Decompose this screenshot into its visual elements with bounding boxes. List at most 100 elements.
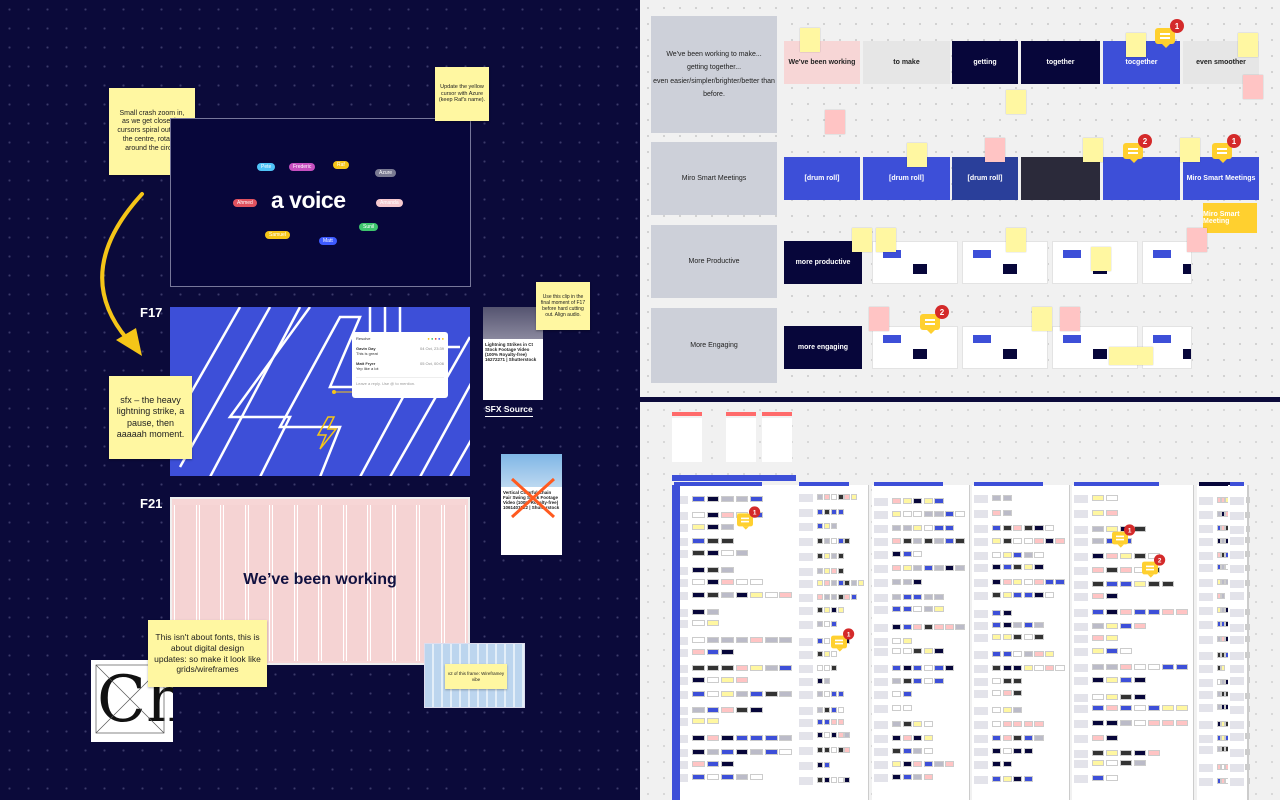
thumbnail-block[interactable] <box>779 749 793 756</box>
thumbnail-block[interactable] <box>1002 677 1012 684</box>
thumbnail-block[interactable] <box>830 552 837 559</box>
thumbnail-block[interactable] <box>892 664 902 671</box>
thumbnail-block[interactable] <box>837 494 844 501</box>
sticky-note[interactable] <box>1006 90 1026 114</box>
sticky-note[interactable] <box>1032 307 1052 331</box>
thumbnail-block[interactable] <box>1002 707 1012 714</box>
thumbnail-block[interactable] <box>1221 579 1225 586</box>
thumbnail-block[interactable] <box>1002 634 1012 641</box>
thumbnail-block[interactable] <box>750 592 764 599</box>
left-canvas[interactable]: Small crash zoom in, as we get close the… <box>0 0 640 800</box>
thumbnail-block[interactable] <box>830 607 837 614</box>
thumbnail-block[interactable] <box>1023 721 1033 728</box>
thumbnail-block[interactable] <box>1134 552 1147 559</box>
thumbnail-block[interactable] <box>1120 663 1133 670</box>
thumbnail-block[interactable] <box>692 707 705 714</box>
thumbnail-block[interactable] <box>817 718 823 725</box>
thumbnail-block[interactable] <box>1134 704 1147 711</box>
thumbnail-block[interactable] <box>830 776 837 783</box>
thumbnail-block[interactable] <box>706 566 720 573</box>
storyboard-frame[interactable]: [drum roll] <box>863 157 950 200</box>
thumbnail-block[interactable] <box>837 718 844 725</box>
thumbnail-block[interactable] <box>1162 580 1175 587</box>
thumbnail-block[interactable] <box>817 746 823 753</box>
comment-icon[interactable]: 2 <box>1142 554 1166 578</box>
thumbnail-block[interactable] <box>1221 635 1225 642</box>
thumbnail-block[interactable] <box>892 648 902 655</box>
thumbnail-block[interactable] <box>1013 552 1023 559</box>
thumbnail-block[interactable] <box>735 495 749 502</box>
thumbnail-block[interactable] <box>1217 735 1221 742</box>
thumbnail-block[interactable] <box>830 665 837 672</box>
thumbnail-block[interactable] <box>892 497 902 504</box>
thumbnail-block[interactable] <box>823 691 830 697</box>
thumbnail-block[interactable] <box>837 537 844 544</box>
thumbnail-block[interactable] <box>923 565 933 572</box>
thumbnail-block[interactable] <box>750 707 764 714</box>
resolve-toggle[interactable]: Resolve <box>356 336 371 341</box>
thumbnail-block[interactable] <box>1092 634 1105 641</box>
thumbnail-block[interactable] <box>1162 608 1175 615</box>
thumbnail-block[interactable] <box>1247 592 1250 599</box>
thumbnail-block[interactable] <box>1002 564 1012 571</box>
thumbnail-block[interactable] <box>1034 564 1044 571</box>
thumbnail-block[interactable] <box>823 776 830 783</box>
thumbnail-block[interactable] <box>892 760 902 767</box>
thumbnail-block[interactable] <box>902 606 912 612</box>
thumbnail-block[interactable] <box>923 747 933 754</box>
thumbnail-block[interactable] <box>851 593 858 600</box>
sticky-note[interactable] <box>825 110 845 134</box>
thumbnail-block[interactable] <box>1092 608 1105 615</box>
thumbnail-block[interactable] <box>992 721 1002 728</box>
thumbnail-block[interactable] <box>1244 536 1247 543</box>
thumbnail-block[interactable] <box>955 510 965 517</box>
thumbnail-block[interactable] <box>817 580 823 587</box>
thumbnail-block[interactable] <box>923 677 933 684</box>
thumbnail-block[interactable] <box>817 607 823 614</box>
thumbnail-block[interactable] <box>1023 734 1033 741</box>
thumbnail-block[interactable] <box>1148 749 1161 756</box>
thumbnail-block[interactable] <box>902 747 912 754</box>
thumbnail-block[interactable] <box>706 718 720 725</box>
thumbnail-block[interactable] <box>837 552 844 559</box>
sticky-note[interactable]: This isn't about fonts, this is about di… <box>148 620 267 687</box>
thumbnail-block[interactable] <box>1221 621 1225 628</box>
thumbnail-block[interactable] <box>779 734 793 741</box>
thumbnail-block[interactable] <box>1221 690 1225 697</box>
thumbnail-block[interactable] <box>1023 537 1033 544</box>
thumbnail-block[interactable] <box>992 677 1002 684</box>
thumbnail-block[interactable] <box>1134 580 1147 587</box>
thumbnail-block[interactable] <box>692 608 705 615</box>
storyboard-canvas[interactable]: We've been working to make... getting to… <box>640 0 1280 397</box>
thumbnail-block[interactable] <box>1134 525 1147 532</box>
thumbnail-block[interactable] <box>992 510 1002 517</box>
thumbnail-block[interactable] <box>1176 704 1189 711</box>
thumbnail-block[interactable] <box>1217 606 1221 613</box>
thumbnail-block[interactable] <box>913 606 923 612</box>
storyboard-frame[interactable]: more productive <box>784 241 862 284</box>
storyboard-frame-ui[interactable] <box>962 241 1048 284</box>
thumbnail-block[interactable] <box>817 620 823 627</box>
thumbnail-block[interactable] <box>721 578 734 585</box>
thumbnail-block[interactable] <box>1245 749 1248 756</box>
thumbnail-block[interactable] <box>692 774 705 780</box>
thumbnail-block[interactable] <box>902 623 912 630</box>
thumbnail-block[interactable] <box>1106 510 1119 517</box>
thumbnail-block[interactable] <box>1002 622 1012 629</box>
thumbnail-block[interactable] <box>706 495 720 502</box>
thumbnail-block[interactable] <box>992 634 1002 641</box>
thumbnail-block[interactable] <box>735 749 749 756</box>
thumbnail-block[interactable] <box>1002 495 1012 502</box>
comment-icon[interactable]: 1 <box>1212 134 1241 163</box>
thumbnail-block[interactable] <box>892 774 902 781</box>
thumbnail-block[interactable] <box>706 649 720 656</box>
thumbnail-block[interactable] <box>830 746 837 753</box>
thumbnail-block[interactable] <box>1092 538 1105 545</box>
thumbnail-block[interactable] <box>750 691 764 698</box>
thumbnail-block[interactable] <box>1221 704 1225 711</box>
thumbnail-block[interactable] <box>902 579 912 586</box>
thumbnail-block[interactable] <box>944 510 955 517</box>
thumbnail-block[interactable] <box>923 510 933 517</box>
thumbnail-block[interactable] <box>1023 552 1033 559</box>
thumbnail-block[interactable] <box>735 550 749 557</box>
